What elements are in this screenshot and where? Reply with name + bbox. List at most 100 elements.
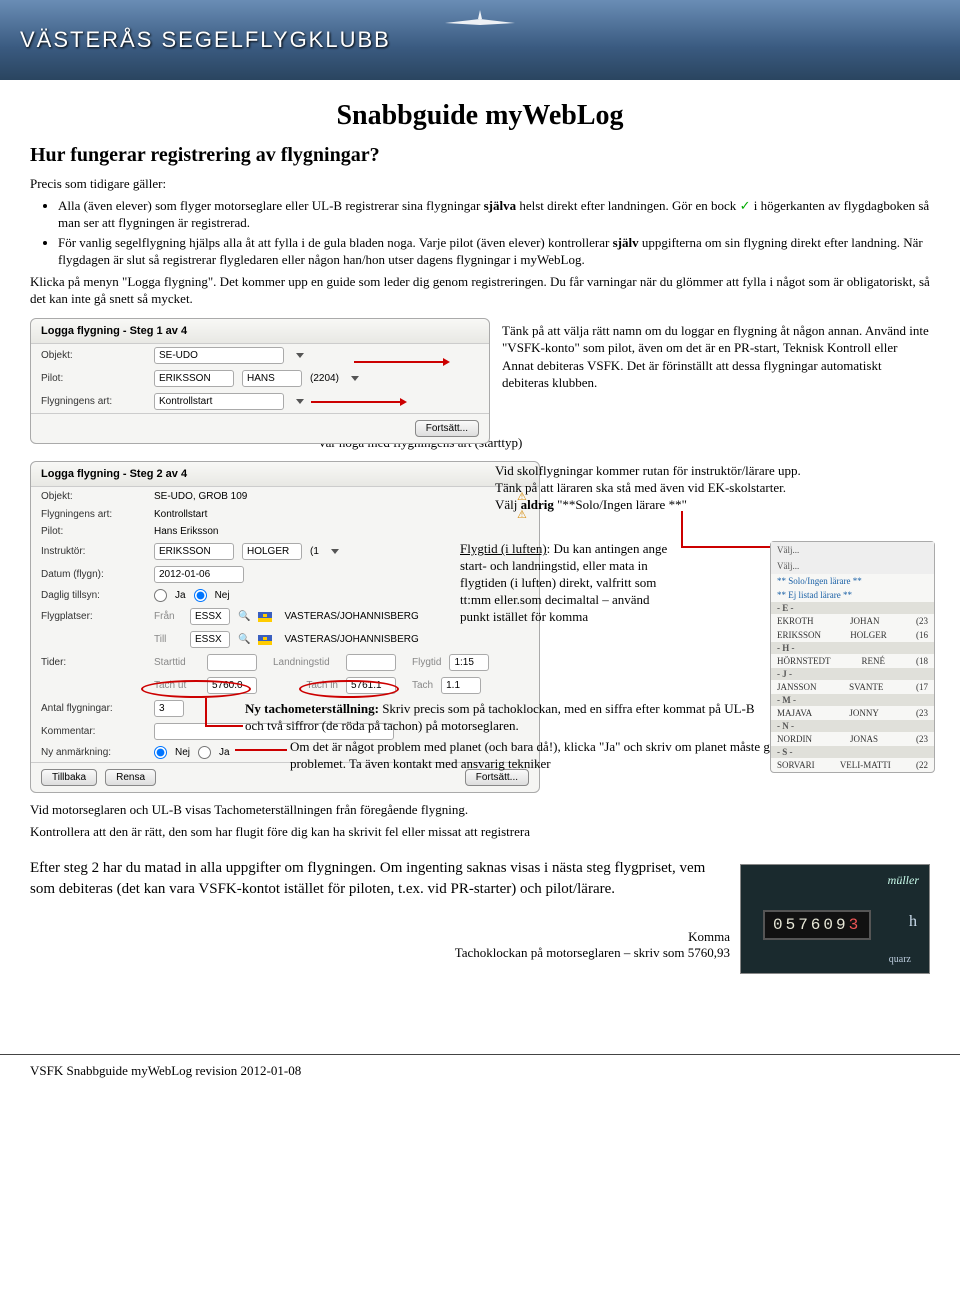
annotation: Ny tachometerställning: Skriv precis som…: [245, 701, 775, 735]
tillsyn-nej-radio[interactable]: [194, 589, 207, 602]
instr-last-input[interactable]: [154, 543, 234, 560]
label: Från: [154, 611, 182, 622]
footer: VSFK Snabbguide myWebLog revision 2012-0…: [0, 1054, 960, 1087]
tacho-photo: müller 0576093 h quarz: [740, 864, 930, 974]
chevron-down-icon[interactable]: [296, 399, 304, 404]
list-item[interactable]: HÖRNSTEDTRENÉ(18: [771, 654, 934, 668]
paragraph: Kontrollera att den är rätt, den som har…: [30, 823, 930, 841]
list-item[interactable]: SORVARIVELI-MATTI(22: [771, 758, 934, 772]
till-input[interactable]: [190, 631, 230, 648]
pilot-first-input[interactable]: [242, 370, 302, 387]
objekt-input[interactable]: [154, 347, 284, 364]
fran-input[interactable]: [190, 608, 230, 625]
text: h: [909, 913, 917, 931]
label: Flygningens art:: [41, 509, 146, 520]
flygtid-input[interactable]: [449, 654, 489, 671]
instructor-dropdown-list[interactable]: Välj... Välj... ** Solo/Ingen lärare ** …: [770, 541, 935, 773]
list-item[interactable]: NORDINJONAS(23: [771, 732, 934, 746]
text: Välj: [495, 497, 521, 512]
section-heading: Hur fungerar registrering av flygningar?: [30, 144, 930, 167]
text-bold: själva: [484, 198, 517, 213]
text: "**Solo/Ingen lärare **": [554, 497, 687, 512]
text: Vid skolflygningar kommer rutan för inst…: [495, 463, 801, 478]
footer-text: VSFK Snabbguide myWebLog revision 2012-0…: [30, 1063, 301, 1078]
datum-input[interactable]: [154, 566, 244, 583]
list-item: Alla (även elever) som flyger motorsegla…: [58, 197, 930, 232]
tillbaka-button[interactable]: Tillbaka: [41, 769, 97, 786]
annotation: Vid skolflygningar kommer rutan för inst…: [495, 463, 805, 514]
text: Nej: [175, 747, 190, 758]
value: SE-UDO, GROB 109: [154, 491, 247, 502]
list-item[interactable]: ERIKSSONHOLGER(16: [771, 628, 934, 642]
list-item[interactable]: ** Ej listad lärare **: [771, 588, 934, 602]
antal-input[interactable]: [154, 700, 184, 717]
chevron-down-icon[interactable]: [331, 549, 339, 554]
glider-icon: [440, 5, 520, 35]
pilot-last-input[interactable]: [154, 370, 234, 387]
label: Ny anmärkning:: [41, 747, 146, 758]
label: Objekt:: [41, 491, 146, 502]
banner-text: VÄSTERÅS SEGELFLYGKLUBB: [20, 27, 391, 53]
digits-red: 3: [849, 916, 862, 934]
label: Till: [154, 634, 182, 645]
anm-nej-radio[interactable]: [154, 746, 167, 759]
list-separator: - N -: [771, 720, 934, 732]
tacho-counter: 0576093: [763, 910, 871, 940]
text-bold: Ny tachometerställning:: [245, 701, 379, 716]
text: VASTERAS/JOHANNISBERG: [284, 634, 418, 645]
tillsyn-ja-radio[interactable]: [154, 589, 167, 602]
annotation: Tänk på att välja rätt namn om du loggar…: [502, 322, 930, 392]
anm-ja-radio[interactable]: [198, 746, 211, 759]
text: VASTERAS/JOHANNISBERG: [284, 611, 418, 622]
label: Landningstid: [273, 657, 338, 668]
text: (1: [310, 546, 319, 557]
search-icon[interactable]: [238, 611, 250, 622]
banner: VÄSTERÅS SEGELFLYGKLUBB: [0, 0, 960, 80]
fortsatt-button[interactable]: Fortsätt...: [415, 420, 479, 437]
text: helst direkt efter landningen. Gör en bo…: [516, 198, 739, 213]
list-separator: - M -: [771, 694, 934, 706]
label: Daglig tillsyn:: [41, 590, 146, 601]
label: Starttid: [154, 657, 199, 668]
label-objekt: Objekt:: [41, 350, 146, 361]
chevron-down-icon[interactable]: [296, 353, 304, 358]
text: För vanlig segelflygning hjälps alla åt …: [58, 235, 613, 250]
list-item[interactable]: JANSSONSVANTE(17: [771, 680, 934, 694]
red-arrow-icon: [354, 361, 444, 363]
tach-input[interactable]: [441, 677, 481, 694]
list-header: Välj...: [771, 558, 934, 574]
search-icon[interactable]: [238, 634, 250, 645]
chevron-down-icon[interactable]: [351, 376, 359, 381]
label-pilot: Pilot:: [41, 373, 146, 384]
text: Tänk på att läraren ska stå med även vid…: [495, 480, 786, 495]
text-bold: själv: [613, 235, 639, 250]
pilot-number: (2204): [310, 373, 339, 384]
list-item[interactable]: MAJAVAJONNY(23: [771, 706, 934, 720]
text: Tachoklockan på motorseglaren – skriv so…: [455, 945, 730, 960]
rensa-button[interactable]: Rensa: [105, 769, 156, 786]
list-item[interactable]: EKROTHJOHAN(23: [771, 614, 934, 628]
red-line-icon: [205, 725, 243, 727]
text: ** Solo/Ingen lärare **: [777, 576, 862, 586]
text: quarz: [889, 954, 911, 965]
art-input[interactable]: [154, 393, 284, 410]
landtid-input[interactable]: [346, 654, 396, 671]
label: Tach: [412, 680, 433, 691]
flag-icon: [258, 635, 272, 645]
label-art: Flygningens art:: [41, 396, 146, 407]
list-separator: - J -: [771, 668, 934, 680]
instr-first-input[interactable]: [242, 543, 302, 560]
label: Antal flygningar:: [41, 703, 146, 714]
list-item[interactable]: ** Solo/Ingen lärare **: [771, 574, 934, 588]
red-line-icon: [205, 698, 207, 725]
label: Tider:: [41, 657, 146, 668]
paragraph: Klicka på menyn "Logga flygning". Det ko…: [30, 273, 930, 308]
check-icon: ✓: [740, 198, 751, 213]
starttid-input[interactable]: [207, 654, 257, 671]
list-item: För vanlig segelflygning hjälps alla åt …: [58, 234, 930, 269]
panel-title: Logga flygning - Steg 2 av 4: [31, 462, 539, 487]
paragraph: Vid motorseglaren och UL-B visas Tachome…: [30, 801, 930, 819]
text: Komma: [688, 929, 730, 944]
text: Ja: [219, 747, 230, 758]
flag-icon: [258, 612, 272, 622]
